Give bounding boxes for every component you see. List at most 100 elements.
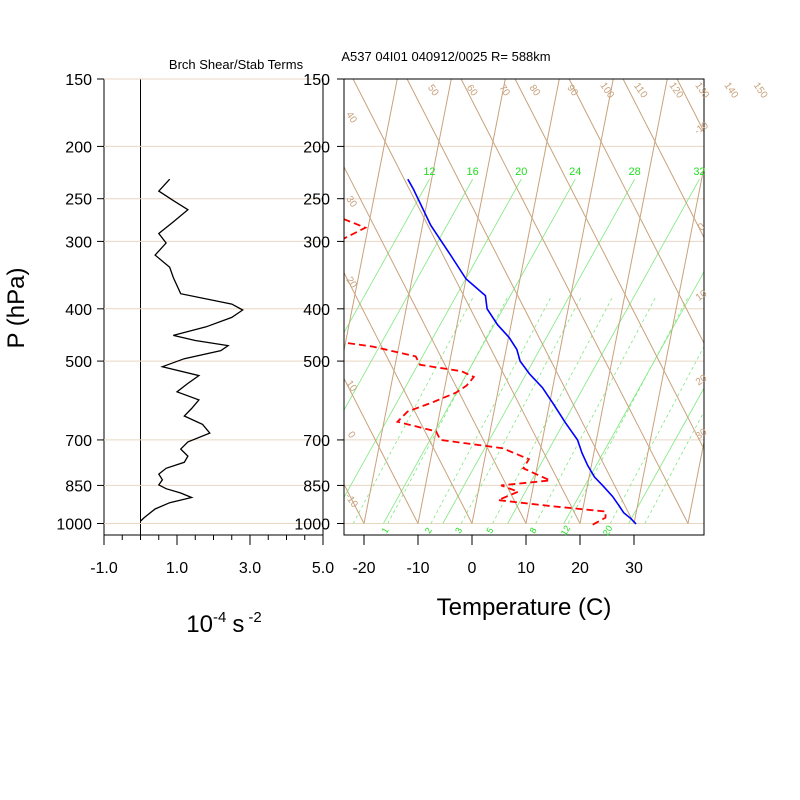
skewt-y-tick-label: 700 [303, 433, 330, 450]
skewt-x-tick-label: 0 [468, 560, 477, 577]
shear-stability-panel: 150 200 250 300 400 500 700 850 1000 -1.0 1.0 3.0 5… [3, 57, 334, 638]
skewt-y-tick-label: 150 [303, 72, 330, 89]
theta-left-label: 0 [345, 430, 357, 441]
mixing-ratio-bottom-label: 12 [559, 524, 573, 538]
mixing-ratio-line [507, 178, 700, 524]
isotherm [94, 79, 181, 524]
skewt-y-tick-label: 250 [303, 192, 330, 209]
left-y-tick-label: 200 [65, 139, 92, 156]
isotherm [796, 79, 800, 524]
skewt-x-tick-label: 10 [517, 560, 535, 577]
isotherm [363, 79, 452, 524]
dry-adiabat [0, 79, 202, 524]
left-x-tick-label: -1.0 [90, 560, 118, 577]
mixing-ratio-label: 28 [629, 166, 641, 178]
dry-adiabat [622, 79, 704, 239]
isotherm-right-label: -10 [692, 120, 711, 138]
temperature-axis-label: Temperature (C) [437, 594, 612, 621]
isotherms [94, 79, 800, 524]
isotherm [148, 79, 235, 524]
mixing-ratio-bottom-label: 3 [453, 526, 464, 535]
mixing-ratio-label: 32 [693, 166, 705, 178]
left-panel-frame [103, 78, 324, 536]
mixing-ratio-line [442, 178, 635, 524]
mixing-ratio-line [628, 387, 704, 524]
xlabel-exponent-2: -2 [248, 609, 261, 626]
dry-adiabat [514, 79, 704, 451]
dry-adiabat [344, 165, 527, 524]
mixing-ratio-label: 12 [423, 166, 435, 178]
isotherm [579, 79, 668, 524]
mixing-ratio-line [344, 178, 522, 499]
theta-left-label: -10 [342, 492, 360, 511]
left-x-tick-label: 5.0 [312, 560, 334, 577]
mixing-ratio-line-dashed [644, 410, 704, 524]
theta-left-label: 40 [343, 110, 359, 126]
left-x-tick-label: 3.0 [239, 560, 261, 577]
dry-adiabat [83, 79, 310, 524]
mixing-ratio-line-dashed [430, 296, 552, 524]
xlabel-unit: s [232, 611, 244, 638]
dry-adiabat [344, 377, 419, 524]
dry-adiabat [731, 79, 800, 524]
mixing-ratio-line-dashed [387, 296, 509, 524]
left-y-tick-label: 250 [65, 192, 92, 209]
skewt-panel-frame [343, 78, 705, 536]
shear-stability-profile [140, 178, 244, 522]
dry-adiabat [568, 79, 704, 345]
xlabel-exponent-1: -4 [213, 609, 226, 626]
dewpoint-profile [344, 218, 607, 526]
skewt-y-tick-label: 1000 [294, 517, 330, 534]
isobars [344, 79, 704, 524]
mixing-ratio-label: 16 [467, 166, 479, 178]
skewt-y-tick-label: 300 [303, 234, 330, 251]
left-pressure-ticks: 150 200 250 300 400 500 700 850 1000 [56, 72, 323, 534]
dry-adiabat [785, 79, 800, 524]
isotherm [525, 79, 614, 524]
isotherm-right-label: 10 [694, 288, 710, 304]
mixing-ratio-line-dashed [609, 345, 704, 524]
mixing-ratio-label: 24 [569, 166, 581, 178]
skewt-plot-area [0, 79, 800, 526]
dry-adiabat [352, 79, 581, 524]
dry-adiabat [29, 79, 256, 524]
theta-top-label: 150 [751, 81, 770, 101]
dry-adiabat [676, 79, 704, 133]
isotherm-right-label: 0 [696, 221, 707, 233]
theta-top-label: 60 [464, 83, 480, 99]
left-x-axis-label: 10-4 s -2 [186, 609, 261, 638]
skewt-y-tick-label: 400 [303, 302, 330, 319]
skewt-x-tick-label: 30 [625, 560, 643, 577]
skewt-y-tick-label: 500 [303, 354, 330, 371]
mixing-ratio-label: 20 [515, 166, 527, 178]
isotherm [256, 79, 343, 524]
mixing-ratio-bottom-label: 8 [528, 526, 539, 535]
theta-top-label: 140 [722, 81, 741, 101]
temperature-profile [407, 178, 637, 525]
skewt-title: A537 04I01 040912/0025 R= 588km [341, 49, 550, 64]
skewt-y-tick-label: 850 [303, 478, 330, 495]
mixing-ratio-line-dashed [460, 296, 582, 524]
left-y-tick-label: 300 [65, 234, 92, 251]
left-panel-title: Brch Shear/Stab Terms [169, 57, 304, 72]
mixing-ratio-line-dashed [567, 296, 689, 524]
theta-top-label: 120 [667, 81, 686, 101]
theta-top-label: 50 [425, 83, 441, 99]
dry-adiabat [406, 79, 635, 524]
isotherm [742, 79, 800, 524]
mixing-ratio-bottom-label: 1 [380, 526, 391, 535]
skewt-x-tick-label: -10 [406, 560, 429, 577]
mixing-ratio-line [563, 270, 704, 524]
dry-adiabats [0, 79, 800, 524]
left-x-ticks: -1.0 1.0 3.0 5.0 [90, 535, 334, 577]
left-y-tick-label: 1000 [56, 517, 92, 534]
left-y-tick-label: 400 [65, 302, 92, 319]
left-x-tick-label: 1.0 [166, 560, 188, 577]
theta-left-label: 30 [343, 194, 359, 210]
mixing-ratio-bottom-label: 5 [484, 526, 495, 535]
mixing-ratio-lines [344, 178, 704, 524]
theta-top-label: 130 [692, 81, 711, 101]
skewt-y-tick-label: 200 [303, 139, 330, 156]
skewt-x-tick-label: -20 [352, 560, 375, 577]
